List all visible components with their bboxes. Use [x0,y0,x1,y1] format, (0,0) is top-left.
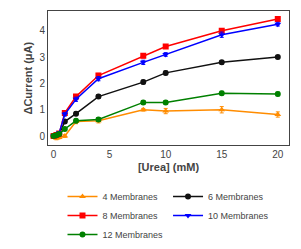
svg-text:3: 3 [39,52,45,63]
svg-text:8 Membranes: 8 Membranes [103,211,159,221]
svg-text:15: 15 [216,149,228,160]
svg-text:[Urea] (mM): [Urea] (mM) [138,161,199,173]
svg-text:2: 2 [39,78,45,89]
svg-text:ΔCurrent (μA): ΔCurrent (μA) [22,41,34,114]
svg-text:4 Membranes: 4 Membranes [103,192,159,202]
svg-text:10: 10 [160,149,172,160]
svg-text:6 Membranes: 6 Membranes [208,192,264,202]
svg-text:10 Membranes: 10 Membranes [208,211,269,221]
svg-text:20: 20 [272,149,284,160]
svg-text:4: 4 [39,25,45,36]
svg-text:1: 1 [39,104,45,115]
svg-text:5: 5 [107,149,113,160]
svg-text:0: 0 [39,131,45,142]
svg-text:12 Membranes: 12 Membranes [103,230,164,240]
svg-text:0: 0 [51,149,57,160]
